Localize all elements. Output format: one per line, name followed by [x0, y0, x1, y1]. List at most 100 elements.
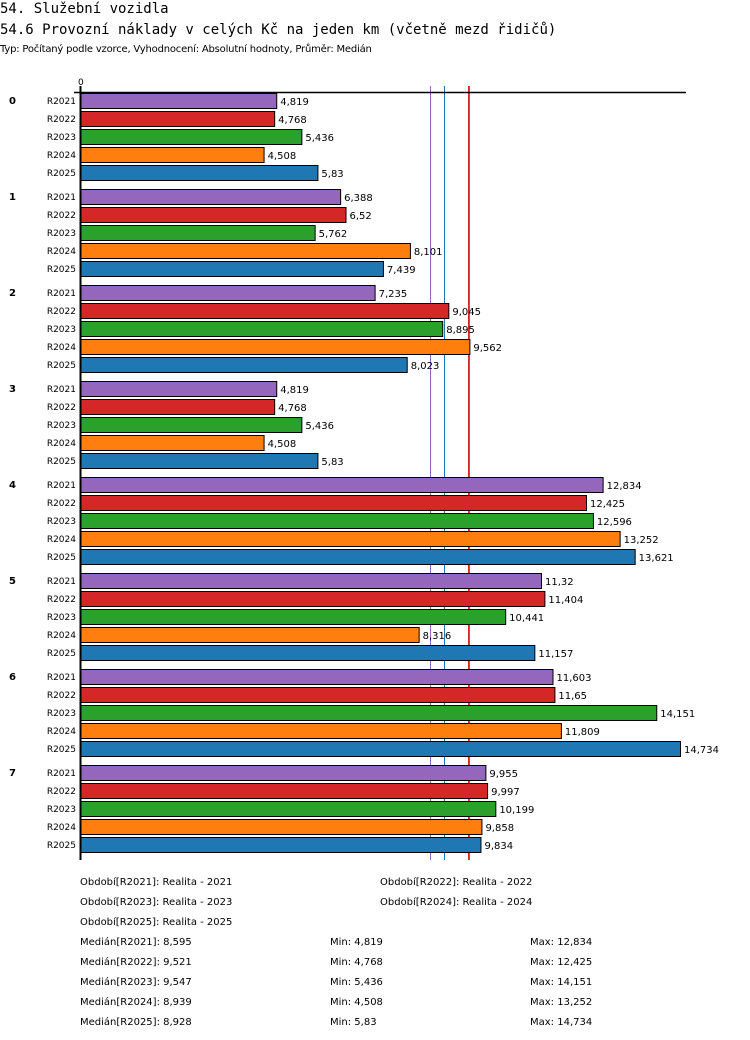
category-label: 7 [9, 768, 16, 779]
bar-r2024-cat3 [80, 435, 265, 451]
category-label: 2 [9, 288, 16, 299]
category-label: 1 [9, 192, 16, 203]
stat-max-r2022: Max: 12,425 [530, 957, 593, 968]
bar-r2022-cat3 [80, 399, 276, 415]
series-label: R2021 [47, 673, 76, 683]
series-label: R2021 [47, 385, 76, 395]
stat-max-r2023: Max: 14,151 [530, 977, 593, 988]
series-label: R2023 [47, 805, 76, 815]
data-label: 4,768 [278, 115, 307, 126]
data-label: 8,316 [423, 631, 452, 642]
series-label: R2025 [47, 841, 76, 851]
data-label: 4,508 [268, 439, 297, 450]
bar-r2023-cat0 [80, 129, 303, 145]
bar-r2021-cat5 [80, 573, 542, 589]
data-label: 4,768 [278, 403, 307, 414]
data-label: 14,734 [684, 745, 719, 756]
data-label: 12,834 [607, 481, 642, 492]
bar-r2023-cat7 [80, 801, 497, 817]
bar-r2022-cat2 [80, 303, 450, 319]
data-label: 5,762 [319, 229, 348, 240]
series-label: R2023 [47, 229, 76, 239]
data-label: 11,65 [558, 691, 587, 702]
series-label: R2021 [47, 577, 76, 587]
series-label: R2021 [47, 769, 76, 779]
bar-r2025-cat3 [80, 453, 319, 469]
stat-max-r2021: Max: 12,834 [530, 937, 593, 948]
data-label: 12,425 [590, 499, 625, 510]
series-label: R2021 [47, 289, 76, 299]
data-label: 5,436 [305, 421, 334, 432]
series-label: R2025 [47, 745, 76, 755]
legend-period-r2023: Období[R2023]: Realita - 2023 [80, 897, 233, 908]
data-label: 4,819 [280, 385, 309, 396]
data-label: 9,858 [485, 823, 514, 834]
data-label: 9,955 [489, 769, 518, 780]
series-label: R2023 [47, 421, 76, 431]
series-label: R2021 [47, 481, 76, 491]
stat-min-r2022: Min: 4,768 [330, 957, 383, 968]
bar-r2021-cat7 [80, 765, 487, 781]
stat-median-r2021: Medián[R2021]: 8,595 [80, 937, 192, 948]
category-label: 5 [9, 576, 16, 587]
bar-r2022-cat1 [80, 207, 347, 223]
bar-chart: 4,819 4,768 5,436 4,508 5,83 6,388 6,525,762 8,… [9, 78, 719, 860]
category-label: 3 [9, 384, 16, 395]
series-label: R2024 [47, 535, 76, 545]
data-label: 8,023 [411, 361, 440, 372]
data-label: 10,199 [499, 805, 534, 816]
bar-r2025-cat5 [80, 645, 536, 661]
chart-title: 54.6 Provozní náklady v celých Kč na jed… [0, 22, 557, 38]
data-label: 11,157 [538, 649, 573, 660]
series-label: R2025 [47, 649, 76, 659]
bar-r2021-cat4 [80, 477, 604, 493]
legend-period-r2025: Období[R2025]: Realita - 2025 [80, 917, 233, 928]
series-label: R2024 [47, 151, 76, 161]
legend-period-r2022: Období[R2022]: Realita - 2022 [380, 877, 533, 888]
data-label: 7,235 [379, 289, 408, 300]
series-label: R2021 [47, 97, 76, 107]
data-label: 11,404 [548, 595, 583, 606]
stat-min-r2021: Min: 4,819 [330, 937, 383, 948]
bar-r2025-cat4 [80, 549, 636, 565]
bar-r2024-cat7 [80, 819, 483, 835]
series-label: R2024 [47, 343, 76, 353]
stat-median-r2024: Medián[R2024]: 8,939 [80, 997, 192, 1008]
stat-median-r2023: Medián[R2023]: 9,547 [80, 977, 192, 988]
bar-r2023-cat2 [80, 321, 444, 337]
page-title: 54. Služební vozidla [0, 1, 169, 17]
bar-r2022-cat6 [80, 687, 556, 703]
series-label: R2022 [47, 787, 76, 797]
series-label: R2025 [47, 457, 76, 467]
data-label: 14,151 [660, 709, 695, 720]
data-label: 10,441 [509, 613, 544, 624]
bar-r2024-cat2 [80, 339, 471, 355]
bar-r2024-cat6 [80, 723, 562, 739]
legend-period-r2021: Období[R2021]: Realita - 2021 [80, 877, 233, 888]
category-label: 4 [9, 480, 16, 491]
bar-r2025-cat7 [80, 837, 482, 853]
bar-r2021-cat0 [80, 93, 278, 109]
category-label: 6 [9, 672, 16, 683]
bar-r2021-cat1 [80, 189, 342, 205]
bar-r2024-cat0 [80, 147, 265, 163]
data-label: 12,596 [597, 517, 632, 528]
data-label: 9,997 [491, 787, 520, 798]
data-label: 5,83 [321, 169, 343, 180]
data-label: 9,562 [473, 343, 502, 354]
data-label: 8,895 [446, 325, 475, 336]
bar-r2025-cat2 [80, 357, 408, 373]
series-label: R2023 [47, 325, 76, 335]
bars: 4,819 4,768 5,436 4,508 5,83 6,388 6,525,762 8,… [80, 93, 719, 853]
data-label: 6,52 [350, 211, 372, 222]
data-label: 7,439 [387, 265, 416, 276]
bar-r2025-cat1 [80, 261, 384, 277]
series-label: R2025 [47, 169, 76, 179]
chart-meta: Typ: Počítaný podle vzorce, Vyhodnocení:… [0, 44, 372, 55]
data-label: 8,101 [414, 247, 443, 258]
bar-r2022-cat0 [80, 111, 276, 127]
bar-r2022-cat5 [80, 591, 546, 607]
series-label: R2024 [47, 439, 76, 449]
series-label: R2025 [47, 265, 76, 275]
series-label: R2024 [47, 631, 76, 641]
